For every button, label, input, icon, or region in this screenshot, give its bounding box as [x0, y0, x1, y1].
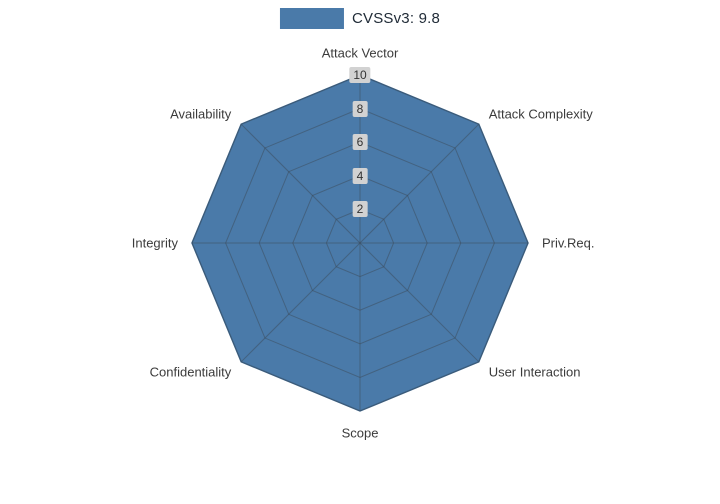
axis-label-attack-complexity: Attack Complexity: [488, 106, 593, 122]
legend-label: CVSSv3: 9.8: [351, 10, 441, 27]
radial-tick-4: 4: [352, 167, 368, 184]
radial-tick-2: 2: [352, 201, 368, 218]
axis-label-confidentiality: Confidentiality: [149, 364, 232, 380]
axis-label-attack-vector: Attack Vector: [321, 45, 399, 61]
radial-tick-6: 6: [352, 134, 368, 151]
legend-swatch: [279, 8, 344, 29]
axis-label-user-interaction: User Interaction: [488, 364, 581, 380]
axis-label-availability: Availability: [170, 106, 232, 122]
axis-label-scope: Scope: [341, 425, 379, 441]
grid-spoke: [359, 123, 480, 244]
grid-spoke: [240, 242, 361, 363]
axis-label-priv-req-: Priv.Req.: [542, 235, 595, 251]
axis-label-integrity: Integrity: [131, 235, 178, 251]
legend: CVSSv3: 9.8: [279, 8, 441, 29]
radial-tick-8: 8: [352, 100, 368, 117]
radial-tick-10: 10: [349, 67, 371, 83]
grid-spoke: [240, 123, 361, 244]
grid-spoke: [359, 242, 480, 363]
